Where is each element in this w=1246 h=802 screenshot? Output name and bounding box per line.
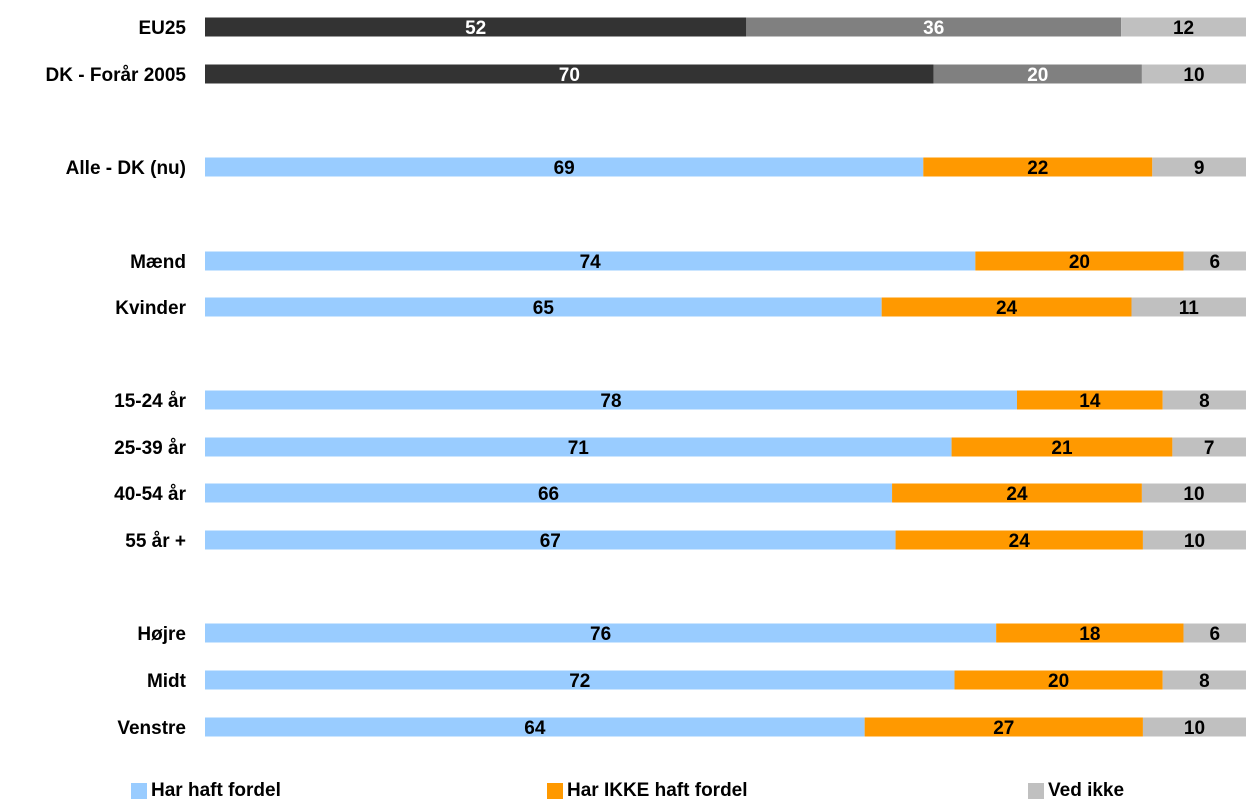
bar-15-24-ar-har-haft-fordel [205, 390, 1017, 410]
data-label-40-54-ar-har-haft-fordel: 66 [538, 484, 559, 505]
bar-venstre-ved-ikke [1142, 717, 1246, 737]
bar-kvinder-ved-ikke [1131, 297, 1246, 317]
bar-kvinder-har-ikke-haft-fordel [881, 297, 1132, 317]
category-label-55-ar: 55 år + [125, 531, 186, 552]
bar-alle-dk-nu-ved-ikke [1152, 157, 1246, 177]
data-label-kvinder-har-haft-fordel: 65 [533, 298, 555, 319]
data-label-25-39-ar-har-ikke-haft-fordel: 21 [1051, 438, 1073, 459]
bar-hojre-ved-ikke [1183, 623, 1246, 643]
legend-item-har-ikke-haft-fordel: Har IKKE haft fordel [547, 780, 748, 802]
data-label-maend-ved-ikke: 6 [1209, 252, 1220, 273]
category-label-maend: Mænd [130, 252, 186, 273]
bar-eu25-har-haft-fordel [205, 17, 747, 37]
category-label-15-24-ar: 15-24 år [114, 391, 186, 412]
data-label-hojre-har-haft-fordel: 76 [590, 624, 611, 645]
bar-maend-har-haft-fordel [205, 251, 976, 271]
bar-eu25-har-ikke-haft-fordel [746, 17, 1122, 37]
bar-55-ar-ved-ikke [1142, 530, 1246, 550]
category-label-40-54-ar: 40-54 år [114, 484, 186, 505]
data-label-dk-forar-2005-ved-ikke: 10 [1183, 65, 1204, 86]
bar-dk-forar-2005-har-haft-fordel [205, 64, 934, 84]
bar-40-54-ar-har-ikke-haft-fordel [892, 483, 1142, 503]
bar-midt-ved-ikke [1162, 670, 1246, 690]
data-label-alle-dk-nu-har-ikke-haft-fordel: 22 [1027, 158, 1048, 179]
data-label-55-ar-har-ikke-haft-fordel: 24 [1009, 531, 1031, 552]
data-label-25-39-ar-har-haft-fordel: 71 [568, 438, 590, 459]
data-label-midt-har-ikke-haft-fordel: 20 [1048, 671, 1069, 692]
data-label-55-ar-ved-ikke: 10 [1184, 531, 1205, 552]
legend-label-har-haft-fordel: Har haft fordel [151, 780, 281, 801]
bar-alle-dk-nu-har-ikke-haft-fordel [923, 157, 1153, 177]
bar-venstre-har-ikke-haft-fordel [864, 717, 1143, 737]
bar-hojre-har-ikke-haft-fordel [996, 623, 1184, 643]
data-label-dk-forar-2005-har-haft-fordel: 70 [559, 65, 580, 86]
category-label-eu25: EU25 [138, 18, 186, 39]
legend-swatch-har-haft-fordel [131, 783, 147, 799]
bar-15-24-ar-ved-ikke [1162, 390, 1246, 410]
bar-55-ar-har-haft-fordel [205, 530, 896, 550]
data-label-25-39-ar-ved-ikke: 7 [1204, 438, 1215, 459]
data-label-40-54-ar-ved-ikke: 10 [1183, 484, 1204, 505]
data-label-maend-har-ikke-haft-fordel: 20 [1069, 252, 1090, 273]
category-label-venstre: Venstre [117, 718, 186, 739]
bar-venstre-har-haft-fordel [205, 717, 865, 737]
data-label-kvinder-har-ikke-haft-fordel: 24 [996, 298, 1018, 319]
legend-swatch-har-ikke-haft-fordel [547, 783, 563, 799]
legend-label-har-ikke-haft-fordel: Har IKKE haft fordel [567, 780, 748, 801]
bar-midt-har-haft-fordel [205, 670, 955, 690]
stacked-bar-chart: EU25 52 36 12 DK - Forår 2005 70 20 10 Alle - DK… [46, 17, 1246, 739]
data-label-55-ar-har-haft-fordel: 67 [540, 531, 561, 552]
bar-eu25-ved-ikke [1121, 17, 1246, 37]
bar-25-39-ar-har-haft-fordel [205, 437, 952, 457]
category-label-hojre: Højre [137, 624, 186, 645]
bar-40-54-ar-har-haft-fordel [205, 483, 893, 503]
legend-swatch-ved-ikke [1028, 783, 1044, 799]
bar-hojre-har-haft-fordel [205, 623, 997, 643]
legend-item-ved-ikke: Ved ikke [1028, 780, 1124, 802]
data-label-15-24-ar-har-haft-fordel: 78 [600, 391, 621, 412]
data-label-alle-dk-nu-ved-ikke: 9 [1194, 158, 1205, 179]
bar-maend-har-ikke-haft-fordel [975, 251, 1184, 271]
bar-kvinder-har-haft-fordel [205, 297, 882, 317]
data-label-midt-har-haft-fordel: 72 [569, 671, 590, 692]
data-label-40-54-ar-har-ikke-haft-fordel: 24 [1006, 484, 1028, 505]
bar-15-24-ar-har-ikke-haft-fordel [1016, 390, 1163, 410]
category-label-alle-dk-nu: Alle - DK (nu) [66, 158, 186, 179]
data-label-hojre-ved-ikke: 6 [1209, 624, 1220, 645]
data-label-venstre-har-ikke-haft-fordel: 27 [993, 718, 1014, 739]
bar-40-54-ar-ved-ikke [1141, 483, 1246, 503]
data-label-kvinder-ved-ikke: 11 [1179, 298, 1200, 319]
bar-dk-forar-2005-har-ikke-haft-fordel [933, 64, 1142, 84]
data-label-eu25-har-ikke-haft-fordel: 36 [923, 18, 944, 39]
category-label-midt: Midt [147, 671, 187, 692]
data-label-hojre-har-ikke-haft-fordel: 18 [1079, 624, 1100, 645]
data-label-15-24-ar-har-ikke-haft-fordel: 14 [1079, 391, 1101, 412]
category-label-dk-forar-2005: DK - Forår 2005 [46, 65, 187, 86]
data-label-dk-forar-2005-har-ikke-haft-fordel: 20 [1027, 65, 1048, 86]
bar-dk-forar-2005-ved-ikke [1141, 64, 1246, 84]
bar-alle-dk-nu-har-haft-fordel [205, 157, 924, 177]
data-label-alle-dk-nu-har-haft-fordel: 69 [554, 158, 575, 179]
data-label-eu25-ved-ikke: 12 [1173, 18, 1194, 39]
data-label-eu25-har-haft-fordel: 52 [465, 18, 486, 39]
bar-maend-ved-ikke [1183, 251, 1246, 271]
bar-55-ar-har-ikke-haft-fordel [895, 530, 1143, 550]
category-label-25-39-ar: 25-39 år [114, 438, 186, 459]
data-label-venstre-har-haft-fordel: 64 [524, 718, 546, 739]
legend-label-ved-ikke: Ved ikke [1048, 780, 1125, 801]
bar-midt-har-ikke-haft-fordel [954, 670, 1163, 690]
data-label-maend-har-haft-fordel: 74 [580, 252, 602, 273]
data-label-15-24-ar-ved-ikke: 8 [1199, 391, 1210, 412]
data-label-venstre-ved-ikke: 10 [1184, 718, 1205, 739]
data-label-midt-ved-ikke: 8 [1199, 671, 1210, 692]
category-label-kvinder: Kvinder [115, 298, 186, 319]
bar-25-39-ar-ved-ikke [1172, 437, 1246, 457]
bar-25-39-ar-har-ikke-haft-fordel [951, 437, 1173, 457]
legend-item-har-haft-fordel: Har haft fordel [131, 780, 281, 802]
